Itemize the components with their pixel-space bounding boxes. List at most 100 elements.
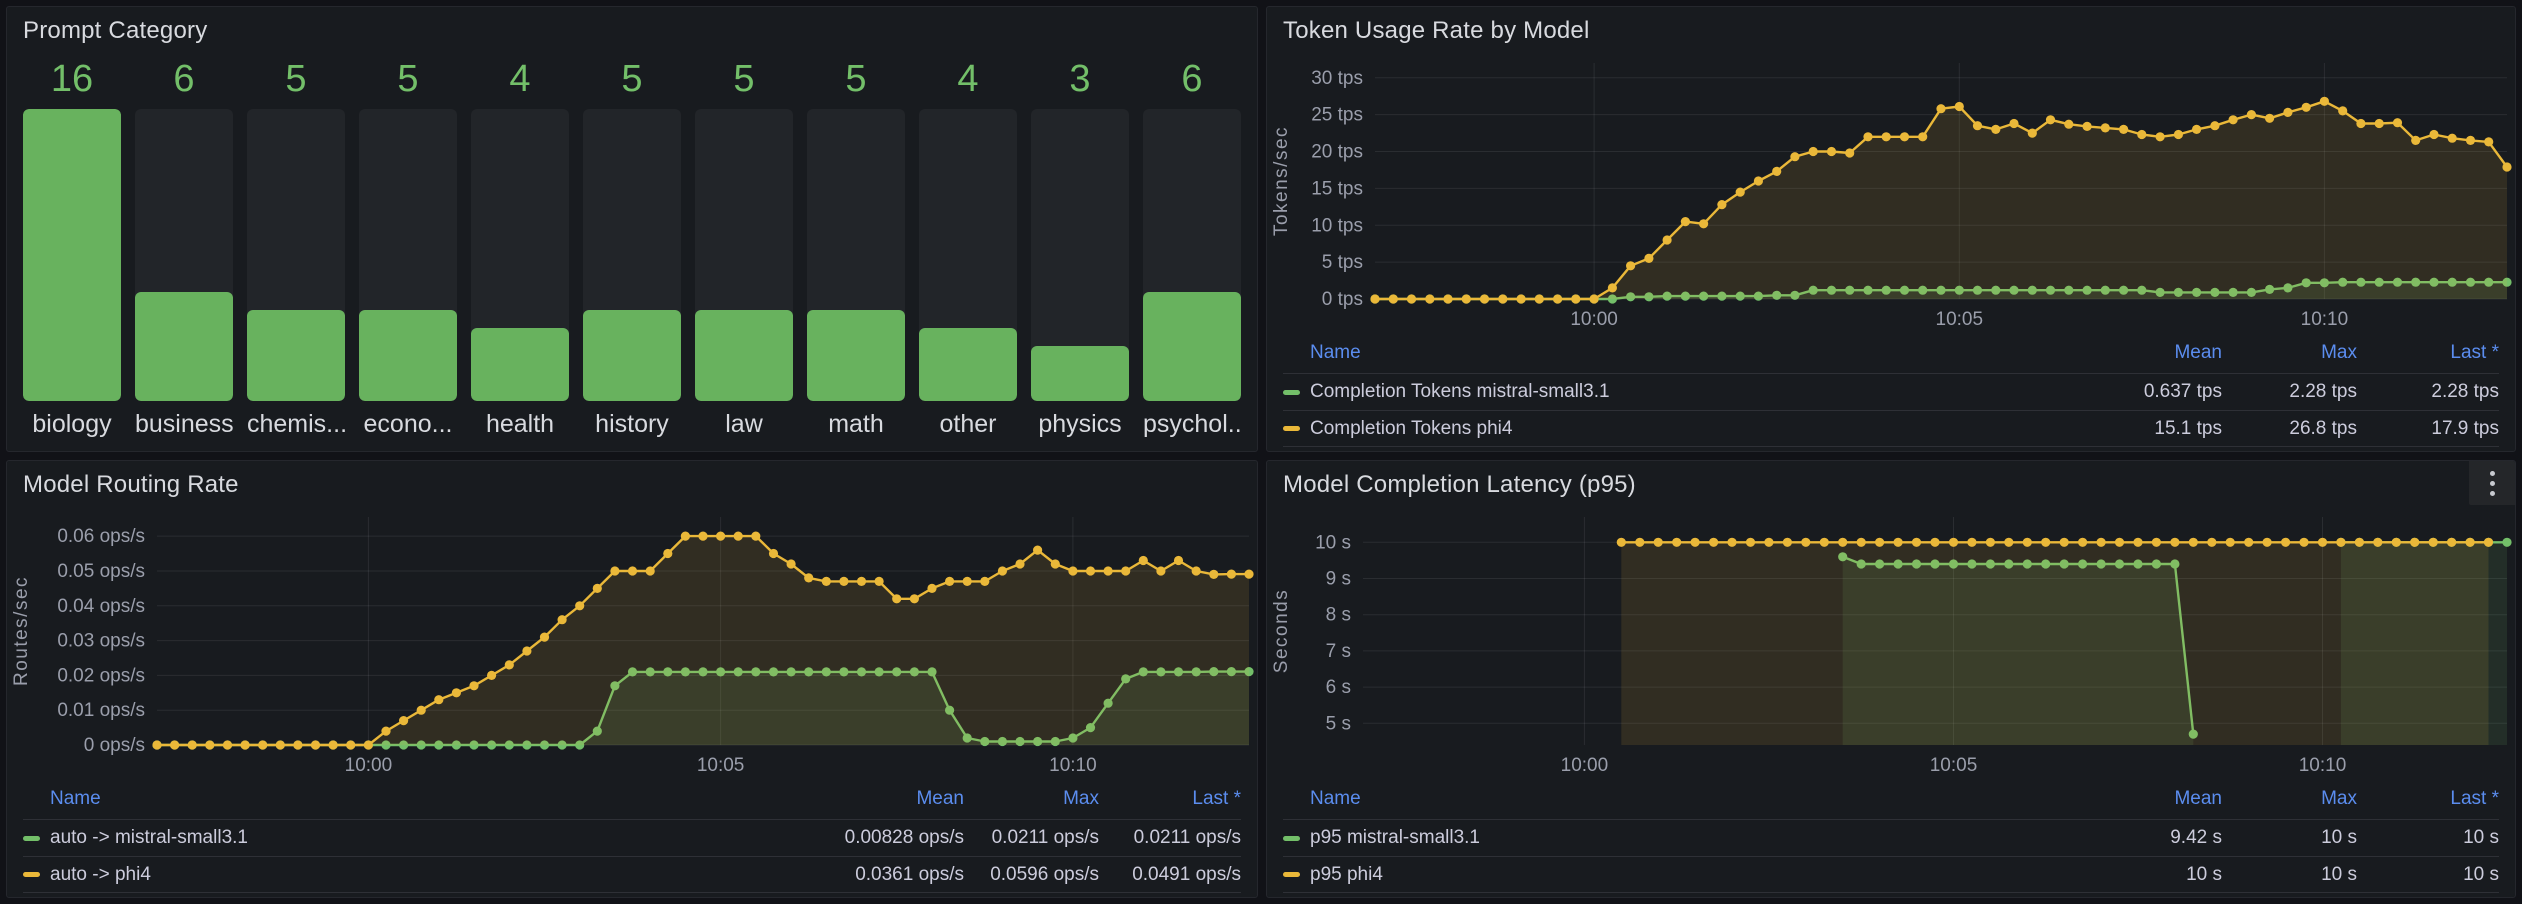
model-routing-rate-chart[interactable]: 0 ops/s 0.01 ops/s 0.02 ops/s 0.03 ops/s 0.0… [7,505,1257,779]
panel-title[interactable]: Token Usage Rate by Model [1283,17,1590,44]
legend-series-name[interactable]: p95 mistral-small3.1 [1310,827,1480,848]
bar-category-label: math [828,410,884,438]
series-point [2317,537,2328,547]
series-point [2299,537,2309,547]
token-usage-chart[interactable]: 0 tps 5 tps 10 tps 15 tps 20 tps 25 tps 30 tps… [1267,51,2515,333]
legend-header-last[interactable]: Last * [2450,342,2499,363]
panel-header[interactable]: Model Completion Latency (p95) [1267,461,2515,505]
model-routing-legend: Name Mean Max Last * auto -> mistral-small3.… [7,779,1257,897]
legend-header-mean[interactable]: Mean [2174,342,2222,363]
series-point [416,740,426,750]
series-point [1985,559,1995,569]
legend-last-value: 2.28 tps [2431,381,2499,402]
y-axis-tick-label: 0.02 ops/s [57,665,145,686]
legend-header-max[interactable]: Max [2321,342,2357,363]
legend-max-value: 26.8 tps [2289,417,2357,439]
x-axis-tick-label: 10:10 [1049,755,1097,776]
legend-header-name[interactable]: Name [50,788,101,809]
series-point [451,688,461,698]
series-point [627,566,638,576]
series-point [1103,698,1113,708]
panel-model-routing-rate: Model Routing Rate 0 ops/s 0.01 ops/s 0.02… [6,460,1258,898]
series-point [2301,278,2311,288]
series-point [434,740,444,750]
bar-track [583,109,681,401]
series-point [2283,107,2293,117]
series-point [1727,537,1737,547]
legend-series-name[interactable]: p95 phi4 [1310,863,1383,885]
bar-value-label: 6 [1181,58,1203,100]
legend-header-mean[interactable]: Mean [916,788,964,809]
bar-column-other: 4 other [919,53,1017,445]
bar-column-history: 5 history [583,53,681,445]
series-point [2022,559,2032,569]
series-point [821,576,831,586]
series-point [2319,96,2329,106]
series-point [2133,537,2143,547]
series-point [1967,559,1977,569]
legend-header-last[interactable]: Last * [1192,788,1241,809]
series-point [663,548,673,559]
series-point [1068,733,1078,743]
panel-header[interactable]: Model Routing Rate [7,461,1257,505]
series-point [187,740,197,750]
series-point [2210,287,2220,297]
legend-series-name[interactable]: Completion Tokens mistral-small3.1 [1310,381,1610,402]
series-point [1991,285,2001,295]
series-point [2151,559,2161,569]
panel-title[interactable]: Prompt Category [23,17,208,44]
series-point [1753,291,1763,301]
series-color-swatch[interactable] [1283,872,1300,877]
series-point [1899,132,1910,142]
y-axis-tick-label: 25 tps [1311,105,1363,126]
legend-last-value: 0.0211 ops/s [1133,827,1241,848]
series-color-swatch[interactable] [1283,426,1300,431]
legend-header-row: Name Mean Max Last * [1283,333,2499,373]
series-point [1845,148,1855,158]
legend-header-max[interactable]: Max [2321,788,2357,809]
series-point [698,531,708,541]
series-point [2225,537,2235,547]
y-axis-tick-label: 20 tps [1311,142,1363,163]
series-point [2429,129,2439,140]
series-point [892,667,902,677]
bar-track [1143,109,1241,401]
series-area-fill [157,536,1249,745]
series-point [1607,294,1617,304]
prompt-category-bar-chart[interactable]: 16 biology 6 business 5 chemis... 5 econo... 4 he… [7,51,1257,451]
series-color-swatch[interactable] [1283,389,1300,395]
model-completion-latency-chart[interactable]: 5 s 6 s 7 s 8 s 9 s 10 s 10:00 10:05 10:10 Second… [1267,505,2515,779]
series-point [2100,123,2110,133]
legend-header-last[interactable]: Last * [2450,788,2499,809]
legend-header-name[interactable]: Name [1310,788,1361,809]
series-point [1967,537,1977,547]
legend-header-mean[interactable]: Mean [2174,788,2222,809]
series-point [839,667,849,677]
series-point [997,566,1008,576]
series-point [1790,152,1800,162]
panel-header[interactable]: Token Usage Rate by Model [1267,7,2515,51]
bar-column-econo: 5 econo... [359,53,457,445]
series-point [1138,667,1148,677]
panel-title[interactable]: Model Routing Rate [23,471,239,498]
legend-series-name[interactable]: auto -> mistral-small3.1 [50,827,248,848]
legend-series-name[interactable]: Completion Tokens phi4 [1310,417,1513,439]
legend-header-max[interactable]: Max [1063,788,1099,809]
series-point [1388,294,1398,304]
series-color-swatch[interactable] [1283,835,1300,841]
series-point [856,667,867,677]
series-point [2265,113,2275,123]
series-point [2096,537,2106,547]
series-color-swatch[interactable] [23,835,40,841]
series-color-swatch[interactable] [23,872,40,877]
legend-header-name[interactable]: Name [1310,342,1361,363]
panel-menu-kebab-icon[interactable] [2469,461,2515,505]
series-point [1050,736,1060,747]
legend-series-name[interactable]: auto -> phi4 [50,863,151,885]
series-point [2004,559,2014,569]
panel-title[interactable]: Model Completion Latency (p95) [1283,471,1636,498]
series-point [1936,285,1946,295]
panel-header[interactable]: Prompt Category [7,7,1257,51]
series-point [2228,115,2238,125]
series-point [2484,277,2494,287]
